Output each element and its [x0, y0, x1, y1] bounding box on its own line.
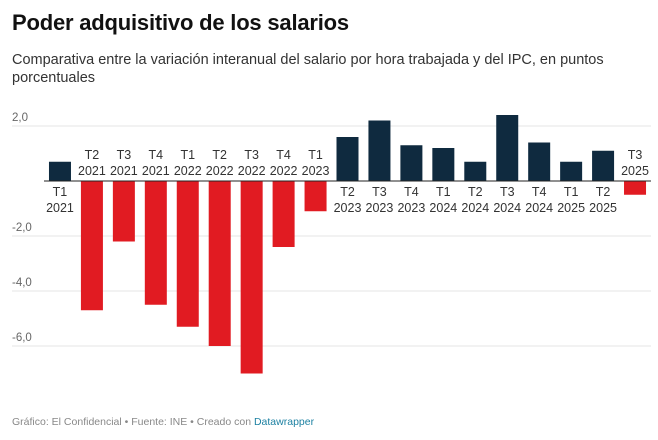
bar — [176, 181, 199, 327]
category-label: T4 — [276, 148, 291, 162]
category-label: T3 — [372, 185, 387, 199]
category-label: 2024 — [429, 201, 457, 215]
chart-title: Poder adquisitivo de los salarios — [12, 10, 349, 35]
category-label: T1 — [308, 148, 323, 162]
bar — [560, 161, 583, 181]
category-label: T1 — [53, 185, 68, 199]
chart-subtitle: Comparativa entre la variación interanua… — [12, 52, 604, 86]
category-label: T3 — [500, 185, 515, 199]
bars — [48, 115, 647, 374]
category-label: T1 — [564, 185, 579, 199]
category-label: 2021 — [78, 164, 106, 178]
category-label: T3 — [244, 148, 259, 162]
category-label: 2023 — [397, 201, 425, 215]
category-label: T2 — [85, 148, 100, 162]
category-label: 2025 — [621, 164, 649, 178]
grid-lines: 2,0 -2,0 -4,0 -6,0 — [12, 112, 651, 347]
bar — [48, 161, 71, 181]
bar — [336, 137, 359, 181]
bar — [592, 150, 615, 181]
category-label: T4 — [404, 185, 419, 199]
bar — [112, 181, 135, 242]
category-label: T2 — [468, 185, 483, 199]
category-label: T3 — [117, 148, 132, 162]
y-tick-label: -6,0 — [12, 332, 32, 344]
category-label: 2022 — [174, 164, 202, 178]
bar — [464, 161, 487, 181]
bar — [432, 148, 455, 181]
category-label: T2 — [340, 185, 355, 199]
y-tick-label: -2,0 — [12, 222, 32, 234]
category-label: T2 — [596, 185, 611, 199]
bar — [400, 145, 423, 181]
chart-footer: Gráfico: El Confidencial • Fuente: INE •… — [12, 416, 314, 428]
category-label: 2021 — [142, 164, 170, 178]
category-label: T4 — [532, 185, 547, 199]
category-label: 2022 — [270, 164, 298, 178]
y-tick-label: 2,0 — [12, 112, 28, 124]
category-labels: T1 2021 T2 2021 T3 2021 T4 2021 T1 2022 T2 2022 T3 20… — [46, 148, 649, 215]
category-label: 2025 — [589, 201, 617, 215]
category-label: 2023 — [302, 164, 330, 178]
y-tick-label: -4,0 — [12, 277, 32, 289]
category-label: 2022 — [206, 164, 234, 178]
category-label: 2024 — [461, 201, 489, 215]
category-label: T2 — [212, 148, 227, 162]
category-label: T1 — [180, 148, 195, 162]
bar — [496, 115, 519, 181]
bar — [528, 142, 551, 181]
category-label: 2021 — [110, 164, 138, 178]
category-label: T1 — [436, 185, 451, 199]
category-label: 2023 — [366, 201, 394, 215]
bar — [368, 120, 391, 181]
category-label: 2024 — [525, 201, 553, 215]
bar — [240, 181, 263, 374]
category-label: 2023 — [334, 201, 362, 215]
category-label: 2024 — [493, 201, 521, 215]
category-label: T3 — [628, 148, 643, 162]
datawrapper-link[interactable]: Datawrapper — [253, 416, 315, 428]
bar — [80, 181, 103, 311]
category-label: T4 — [149, 148, 164, 162]
bar — [208, 181, 231, 346]
category-label: 2022 — [238, 164, 266, 178]
bar — [144, 181, 167, 305]
bar — [272, 181, 295, 247]
footer-credits: Gráfico: El Confidencial • Fuente: INE •… — [12, 416, 254, 428]
bar — [304, 181, 327, 212]
category-label: 2025 — [557, 201, 585, 215]
category-label: 2021 — [46, 201, 74, 215]
bar — [624, 181, 647, 195]
